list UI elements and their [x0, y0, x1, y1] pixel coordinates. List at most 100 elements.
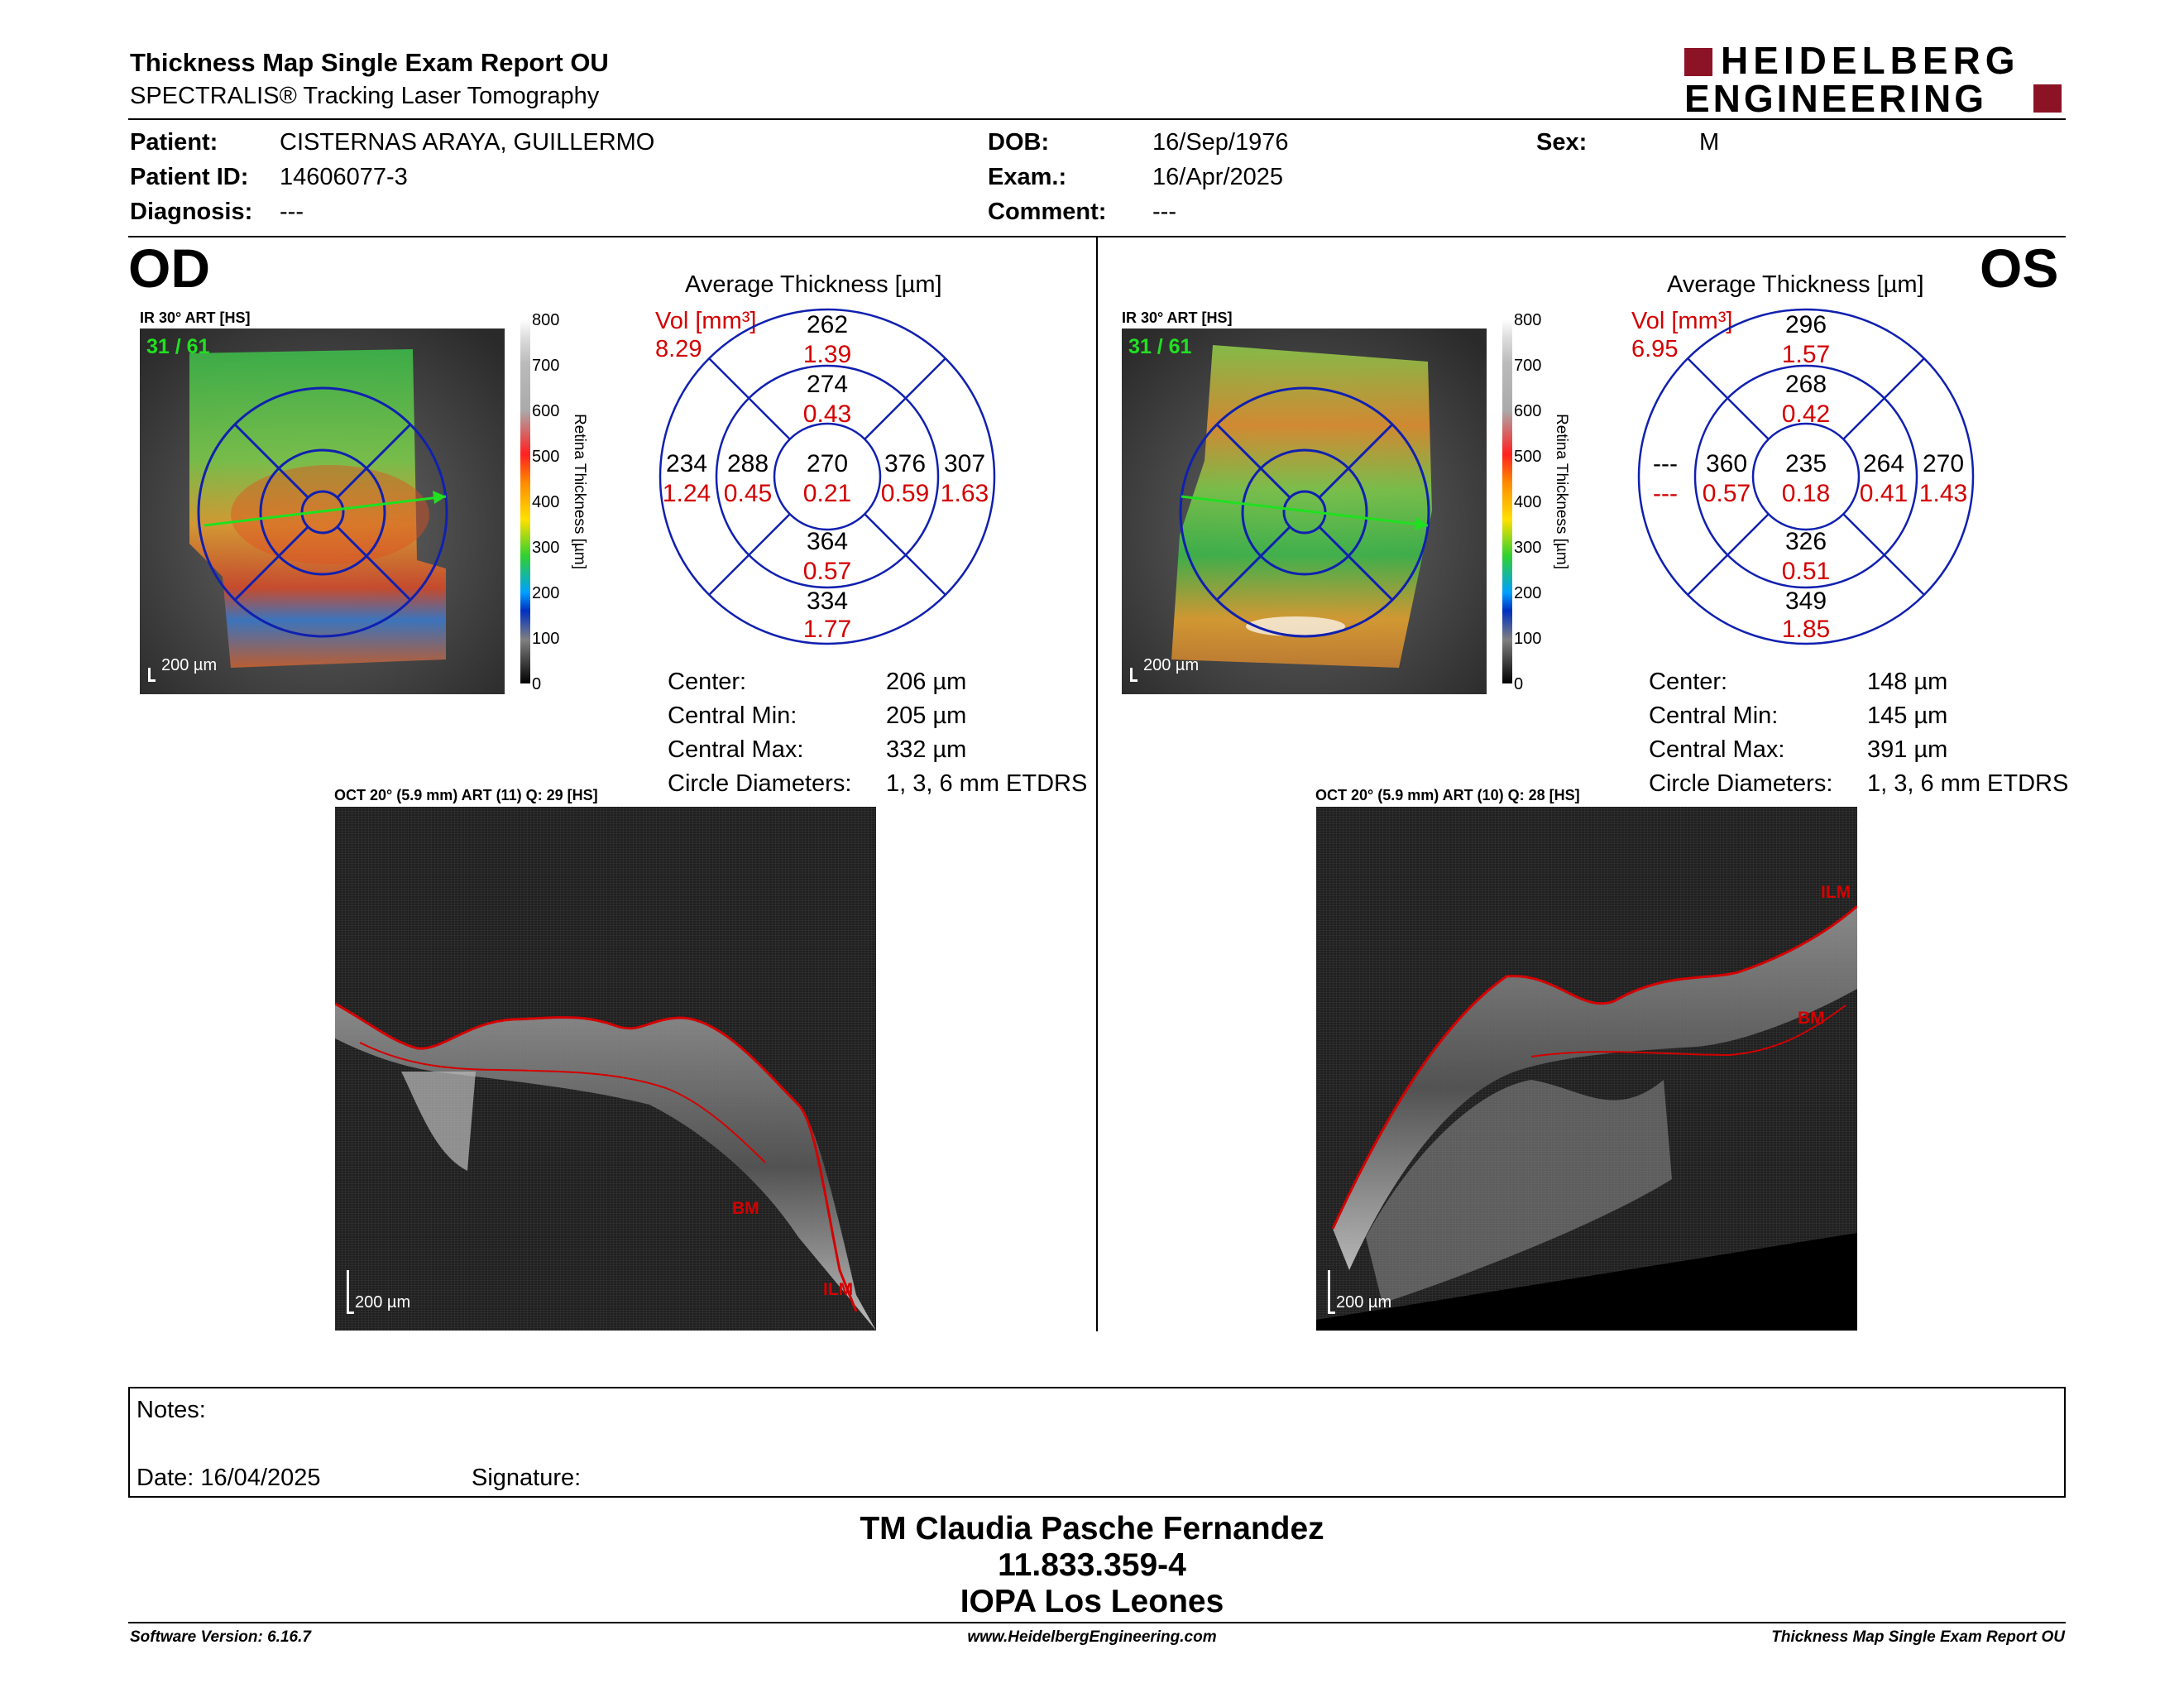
os-sup-inner-vol: 0.42 — [1781, 400, 1831, 428]
od-stat-max-value: 332 µm — [886, 736, 967, 763]
os-oct-image: ILM BM 200 µm — [1316, 807, 1857, 1331]
od-tick-500: 500 — [532, 448, 560, 466]
od-oct-svg — [335, 1002, 876, 1331]
od-colorbar-caption-text: Retina Thickness [µm] — [571, 414, 588, 569]
os-colorbar — [1502, 319, 1512, 683]
os-center: 235 — [1784, 450, 1827, 477]
od-inf-inner: 364 — [806, 528, 849, 555]
os-nasal-inner-vol: 0.41 — [1859, 480, 1909, 507]
patient-divider — [128, 236, 2066, 237]
os-sup-outer: 296 — [1784, 311, 1827, 338]
od-tick-200: 200 — [532, 584, 560, 602]
os-center-vol: 0.18 — [1781, 480, 1831, 507]
od-stat-diam-value: 1, 3, 6 mm ETDRS — [886, 770, 1088, 797]
os-nasal-inner: 264 — [1862, 450, 1905, 477]
od-temp-inner: 288 — [726, 450, 769, 477]
signature-label[interactable]: Signature: — [472, 1465, 582, 1491]
notes-label[interactable]: Notes: — [136, 1397, 206, 1423]
os-stat-min-label: Central Min: — [1649, 703, 1779, 729]
od-center: 270 — [806, 450, 849, 477]
date-label: Date: 16/04/2025 — [136, 1465, 321, 1491]
os-stat-diam-value: 1, 3, 6 mm ETDRS — [1867, 770, 2069, 797]
os-inf-inner-vol: 0.51 — [1781, 558, 1831, 585]
od-temp-outer: 234 — [665, 450, 708, 477]
os-frame-counter: 31 / 61 — [1128, 335, 1192, 358]
sex-value: M — [1699, 129, 1720, 156]
os-colorbar-caption-text: Retina Thickness [µm] — [1553, 414, 1570, 569]
od-inf-outer-vol: 1.77 — [802, 616, 852, 643]
patient-id-value: 14606077-3 — [280, 164, 408, 190]
od-colorbar — [520, 319, 530, 683]
od-center-vol: 0.21 — [802, 480, 852, 507]
os-nasal-outer-vol: 1.43 — [1918, 480, 1968, 507]
os-fundus-svg — [1122, 328, 1487, 694]
os-stat-max-label: Central Max: — [1649, 736, 1785, 763]
od-tick-400: 400 — [532, 493, 560, 511]
od-etdrs-values: 262 1.39 274 0.43 234 1.24 288 0.45 270 … — [659, 308, 996, 645]
od-vol-value: 8.29 — [655, 336, 702, 362]
od-tick-100: 100 — [532, 630, 560, 648]
od-oct-scalebar — [347, 1270, 354, 1314]
od-nasal-outer-vol: 1.63 — [940, 480, 989, 507]
os-tick-600: 600 — [1514, 402, 1542, 420]
patient-label: Patient: — [130, 129, 218, 156]
od-sup-outer: 262 — [806, 311, 849, 338]
od-fundus-image: 31 / 61 200 µm — [140, 328, 505, 694]
od-avg-title: Average Thickness [µm] — [685, 271, 942, 298]
logo-square-bottom — [2033, 84, 2062, 113]
os-inf-inner: 326 — [1784, 528, 1827, 555]
od-stat-diam-label: Circle Diameters: — [668, 770, 852, 797]
footer-divider — [128, 1622, 2066, 1623]
od-fundus-scale-label: 200 µm — [161, 656, 218, 674]
od-sup-inner-vol: 0.43 — [802, 400, 852, 428]
os-tick-700: 700 — [1514, 357, 1542, 375]
od-tick-700: 700 — [532, 357, 560, 375]
od-temp-inner-vol: 0.45 — [723, 480, 773, 507]
os-etdrs-values: 296 1.57 268 0.42 --- --- 360 0.57 235 0… — [1637, 308, 1975, 645]
os-vol-value: 6.95 — [1631, 336, 1679, 362]
comment-label: Comment: — [988, 199, 1107, 225]
od-tick-600: 600 — [532, 402, 560, 420]
os-avg-title: Average Thickness [µm] — [1667, 271, 1924, 298]
od-tick-0: 0 — [532, 675, 542, 693]
diagnosis-value: --- — [280, 199, 304, 225]
report-title: Thickness Map Single Exam Report OU — [130, 48, 609, 77]
od-nasal-outer: 307 — [943, 450, 986, 477]
os-stat-center-value: 148 µm — [1867, 669, 1948, 695]
signer-id: 11.833.359-4 — [998, 1547, 1186, 1583]
os-tick-100: 100 — [1514, 630, 1542, 648]
od-nasal-inner-vol: 0.59 — [880, 480, 930, 507]
notes-box: Notes: Date: 16/04/2025 Signature: — [128, 1387, 2066, 1498]
os-temp-outer-vol: --- — [1653, 480, 1678, 507]
os-fundus-image: 31 / 61 200 µm — [1122, 328, 1487, 694]
signer-name: TM Claudia Pasche Fernandez — [860, 1511, 1324, 1547]
os-inf-outer: 349 — [1784, 587, 1827, 615]
od-fundus-scalebar — [148, 668, 156, 682]
od-stat-min-label: Central Min: — [668, 703, 797, 729]
logo-square-top — [1684, 48, 1712, 76]
od-etdrs-grid — [659, 308, 996, 645]
od-ilm-label: ILM — [823, 1280, 854, 1299]
os-temp-inner: 360 — [1705, 450, 1748, 477]
report-subtitle: SPECTRALIS® Tracking Laser Tomography — [130, 83, 600, 109]
od-eye-label: OD — [128, 237, 210, 299]
od-oct-scale-label: 200 µm — [355, 1293, 411, 1312]
software-version: Software Version: 6.16.7 — [130, 1628, 311, 1646]
os-fundus-scale-label: 200 µm — [1143, 656, 1200, 674]
footer-url[interactable]: www.HeidelbergEngineering.com — [967, 1628, 1217, 1646]
os-temp-outer: --- — [1653, 450, 1678, 477]
od-tick-800: 800 — [532, 311, 560, 329]
os-ir-label: IR 30° ART [HS] — [1122, 309, 1233, 326]
od-bm-label: BM — [732, 1199, 759, 1218]
od-inf-outer: 334 — [806, 587, 849, 615]
patient-value: CISTERNAS ARAYA, GUILLERMO — [280, 129, 655, 156]
exam-label: Exam.: — [988, 164, 1067, 190]
signer-org: IOPA Los Leones — [960, 1584, 1224, 1619]
os-tick-800: 800 — [1514, 311, 1542, 329]
brand-logo: HEIDELBERG ENGINEERING — [1684, 41, 2065, 117]
od-vol-label: Vol [mm³] — [655, 308, 757, 334]
od-fundus-svg — [140, 328, 505, 694]
os-sup-inner: 268 — [1784, 371, 1827, 398]
os-fundus-scalebar — [1130, 668, 1138, 682]
od-stat-center-value: 206 µm — [886, 669, 967, 695]
